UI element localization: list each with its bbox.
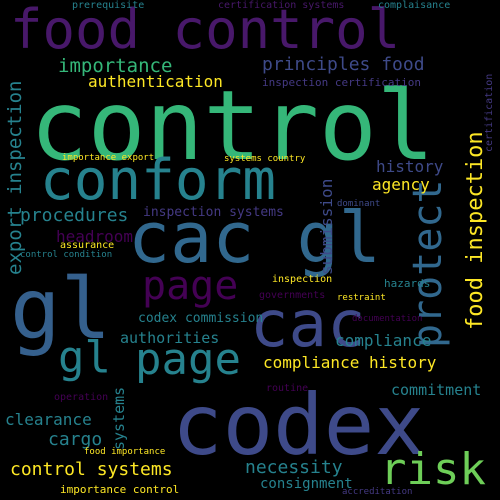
word-page-1: page (142, 263, 239, 309)
word-cargo: cargo (48, 429, 103, 450)
word-systems: systems (110, 386, 128, 450)
word-compliance-history: compliance history (263, 353, 437, 372)
word-control-condition: control condition (20, 250, 113, 260)
word-documentation: documentation (352, 314, 423, 324)
word-export-inspection: export inspection (4, 80, 26, 275)
word-commitment: commitment (391, 381, 482, 399)
word-authorities: authorities (120, 329, 220, 347)
word-compliance: compliance (335, 331, 432, 350)
word-food-inspection: food inspection (463, 131, 488, 330)
word-dominant: dominant (337, 199, 381, 209)
word-principles-food: principles food (262, 54, 425, 75)
word-inspection-cert: inspection certification (262, 76, 421, 89)
word-accreditation: accreditation (342, 487, 413, 497)
word-history: history (376, 157, 444, 176)
word-complaisance: complaisance (378, 0, 451, 11)
word-clearance: clearance (5, 410, 92, 429)
word-headroom: headroom (56, 227, 134, 246)
word-certification-sys: certification systems (218, 0, 345, 11)
word-prerequisite: prerequisite (72, 0, 145, 11)
word-procedures: procedures (20, 205, 129, 226)
word-cac: cac (250, 288, 366, 362)
word-importance-control: importance control (60, 483, 180, 496)
word-control: control (30, 70, 435, 182)
word-routine: routine (266, 383, 309, 394)
word-necessity: necessity (245, 457, 343, 478)
word-gl: gl (10, 260, 112, 358)
word-operation: operation (54, 392, 109, 403)
word-food-control: food control (10, 0, 401, 61)
word-cac-gl-1: cac gl (128, 197, 381, 279)
word-gl-2: gl (58, 332, 111, 383)
word-restraint: restraint (337, 293, 386, 303)
word-conform: conform (40, 148, 277, 213)
word-assurance: assurance (60, 240, 115, 251)
word-authentication: authentication (88, 72, 223, 91)
word-inspection-systems: inspection systems (143, 205, 284, 220)
word-risk: risk (380, 444, 486, 495)
word-consignment: consignment (260, 476, 353, 492)
word-importance: importance (58, 55, 173, 77)
word-submission: submission (317, 178, 336, 275)
word-page-2: page (135, 334, 241, 385)
word-food-importance: food importance (84, 447, 166, 457)
word-control-systems: control systems (10, 459, 173, 480)
word-inspection: inspection (272, 274, 333, 285)
word-systems-country: systems country (224, 154, 306, 164)
word-hazards: hazards (384, 277, 431, 290)
word-agency: agency (372, 175, 430, 194)
word-governments: governments (259, 290, 326, 301)
word-certification: certification (484, 73, 495, 152)
word-importance-export: importance export (62, 153, 155, 163)
word-codex: codex (172, 376, 425, 474)
word-codex-commission: codex commission (138, 311, 264, 326)
